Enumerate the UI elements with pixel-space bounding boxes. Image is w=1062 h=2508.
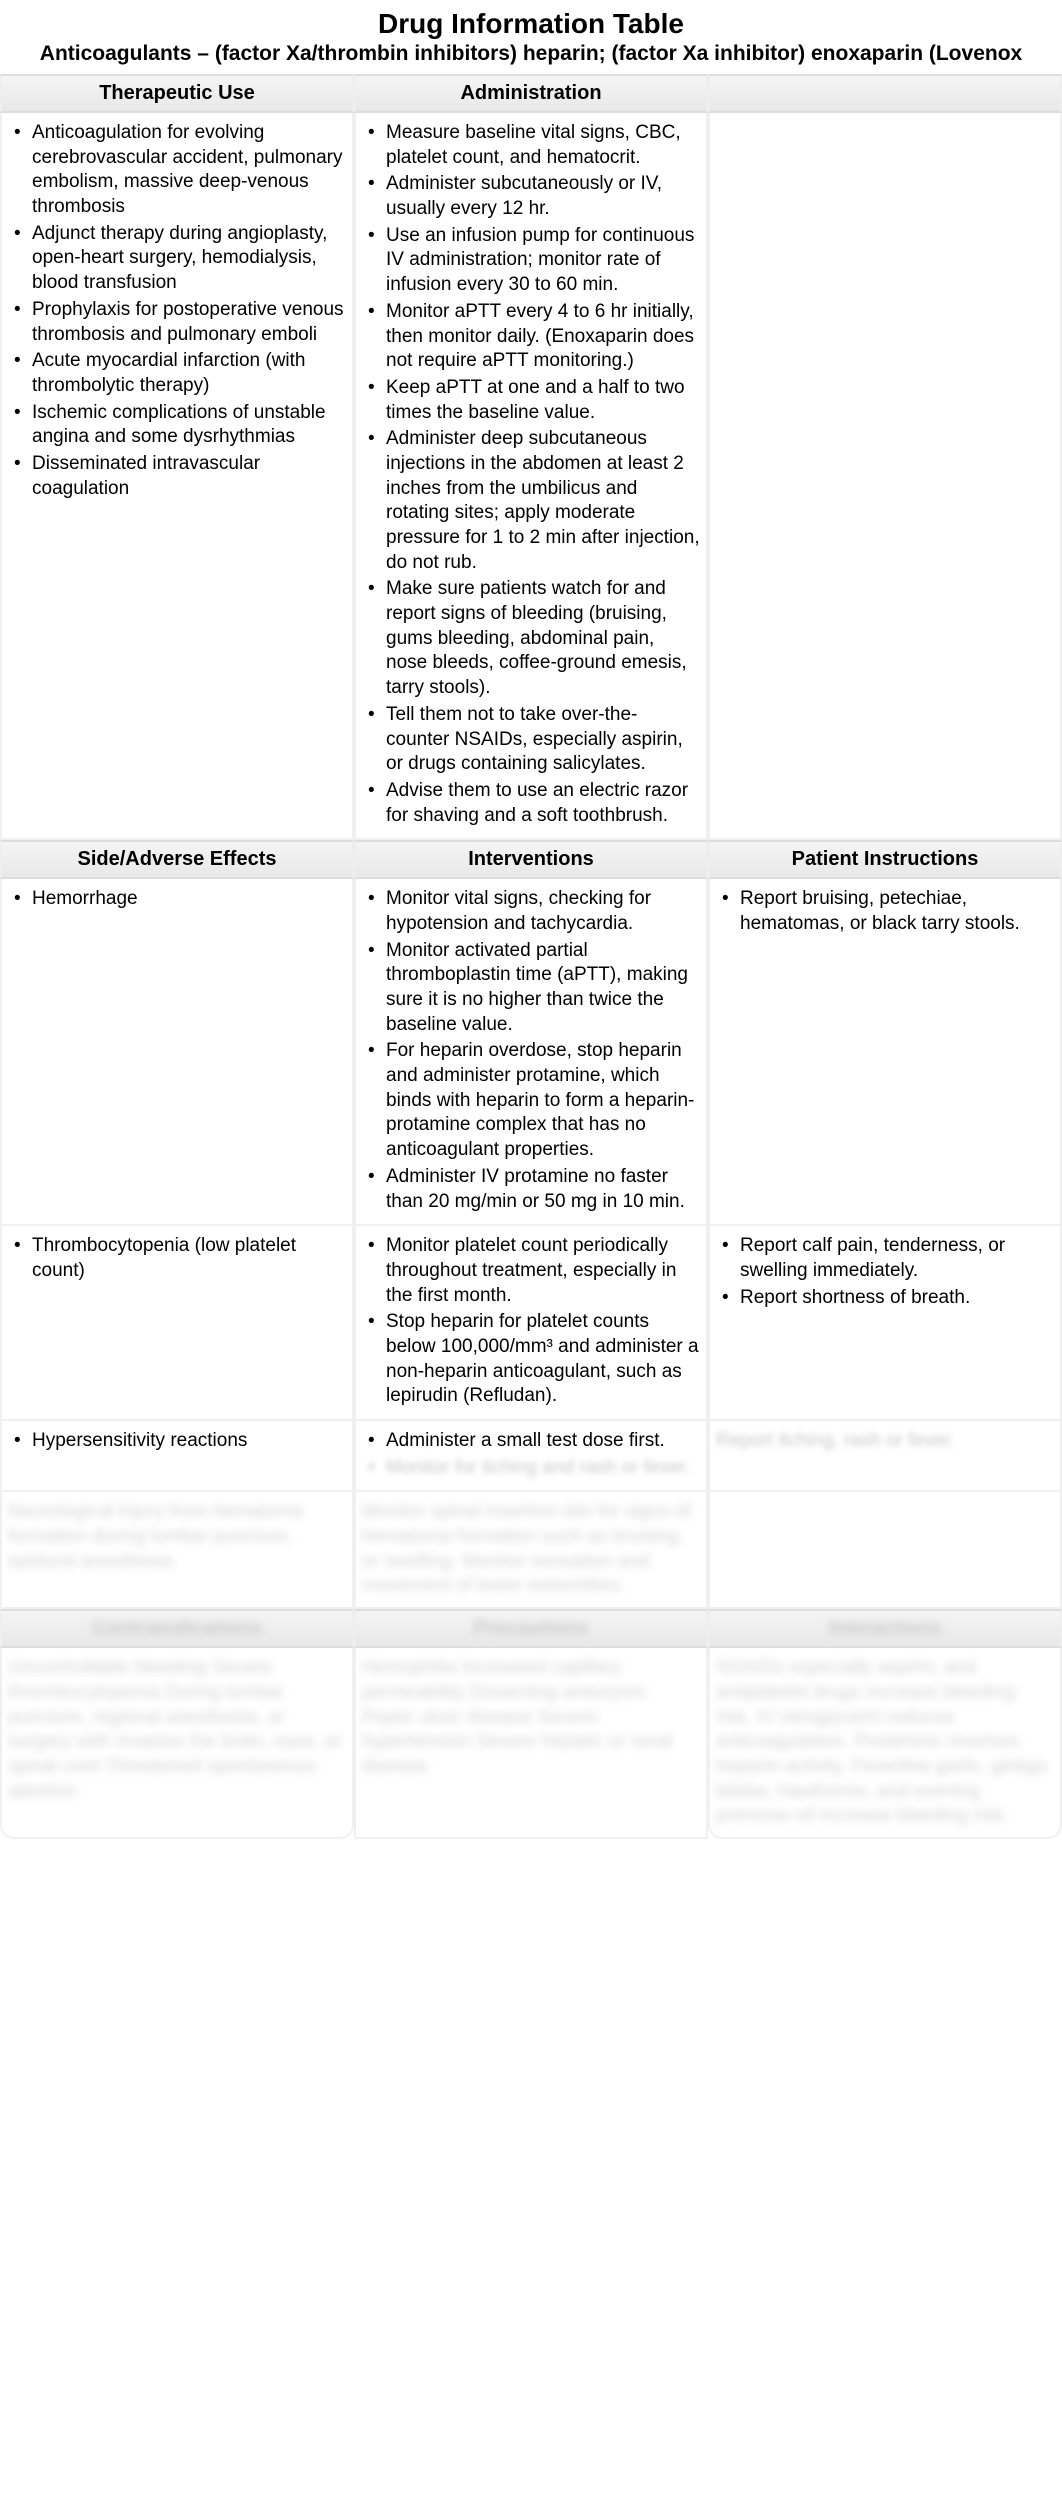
blurred-text: Uncontrollable bleeding Severe thrombocy…	[8, 1656, 346, 1804]
list-item: Administer subcutaneously or IV, usually…	[382, 172, 700, 221]
instructions-hemorrhage: Report bruising, petechiae, hematomas, o…	[708, 879, 1062, 1226]
header-side-effects: Side/Adverse Effects	[0, 840, 354, 879]
interventions-hemorrhage: Monitor vital signs, checking for hypote…	[354, 879, 708, 1226]
header-precautions-blurred: Precautions	[354, 1609, 708, 1648]
header-patient-instructions: Patient Instructions	[708, 840, 1062, 879]
blurred-text: Report itching, rash or fever.	[716, 1429, 1054, 1454]
side-effect-hypersensitivity: Hypersensitivity reactions	[0, 1421, 354, 1492]
list-item: Make sure patients watch for and report …	[382, 577, 700, 700]
list-item: Acute myocardial infarction (with thromb…	[28, 349, 346, 398]
blurred-text: Hemophilia Increased capillary permeabil…	[362, 1656, 700, 1779]
list-item: Use an infusion pump for continuous IV a…	[382, 224, 700, 298]
blurred-text: Neurological injury from hematoma format…	[8, 1500, 346, 1574]
blank-cell	[708, 113, 1062, 840]
list-item: Adjunct therapy during angioplasty, open…	[28, 222, 346, 296]
blurred-cell: Uncontrollable bleeding Severe thrombocy…	[0, 1648, 354, 1839]
list-item: Keep aPTT at one and a half to two times…	[382, 376, 700, 425]
list-item: Administer a small test dose first.	[382, 1429, 700, 1454]
list-item: Report calf pain, tenderness, or swellin…	[736, 1234, 1054, 1283]
administration-list: Measure baseline vital signs, CBC, plate…	[362, 121, 700, 828]
section2-row1: Hemorrhage Monitor vital signs, checking…	[0, 879, 1062, 1226]
list-item: Hemorrhage	[28, 887, 346, 912]
list-item: Disseminated intravascular coagulation	[28, 452, 346, 501]
list-item: Measure baseline vital signs, CBC, plate…	[382, 121, 700, 170]
drug-info-table: Therapeutic Use Administration Anticoagu…	[0, 74, 1062, 1839]
administration-cell: Measure baseline vital signs, CBC, plate…	[354, 113, 708, 840]
instructions-hypersensitivity: Report itching, rash or fever.	[708, 1421, 1062, 1492]
header-interactions-blurred: Interactions	[708, 1609, 1062, 1648]
blurred-cell: Monitor spinal insertion site for signs …	[354, 1492, 708, 1609]
section2-row3: Hypersensitivity reactions Administer a …	[0, 1421, 1062, 1492]
section3-header-row-blurred: Contraindications Precautions Interactio…	[0, 1609, 1062, 1648]
list-item: Monitor platelet count periodically thro…	[382, 1234, 700, 1308]
therapeutic-use-list: Anticoagulation for evolving cerebrovasc…	[8, 121, 346, 501]
instructions-thrombocytopenia: Report calf pain, tenderness, or swellin…	[708, 1226, 1062, 1421]
interventions-hypersensitivity: Administer a small test dose first. Moni…	[354, 1421, 708, 1492]
list-item: Report shortness of breath.	[736, 1286, 1054, 1311]
blurred-text: NSAIDs especially aspirin, and antiplate…	[716, 1656, 1054, 1829]
section2-row2: Thrombocytopenia (low platelet count) Mo…	[0, 1226, 1062, 1421]
side-effect-thrombocytopenia: Thrombocytopenia (low platelet count)	[0, 1226, 354, 1421]
drug-info-page: Drug Information Table Anticoagulants – …	[0, 0, 1062, 1839]
header-therapeutic-use: Therapeutic Use	[0, 74, 354, 113]
blurred-cell: Hemophilia Increased capillary permeabil…	[354, 1648, 708, 1839]
header-administration: Administration	[354, 74, 708, 113]
blurred-cell: NSAIDs especially aspirin, and antiplate…	[708, 1648, 1062, 1839]
header-interventions: Interventions	[354, 840, 708, 879]
list-item: Advise them to use an electric razor for…	[382, 779, 700, 828]
header-blank	[708, 74, 1062, 113]
blurred-cell	[708, 1492, 1062, 1609]
page-subtitle: Anticoagulants – (factor Xa/thrombin inh…	[0, 42, 1062, 74]
blurred-text: Monitor spinal insertion site for signs …	[362, 1500, 700, 1599]
list-item: Ischemic complications of unstable angin…	[28, 401, 346, 450]
header-contraindications-blurred: Contraindications	[0, 1609, 354, 1648]
page-title: Drug Information Table	[0, 0, 1062, 42]
interventions-thrombocytopenia: Monitor platelet count periodically thro…	[354, 1226, 708, 1421]
list-item: Thrombocytopenia (low platelet count)	[28, 1234, 346, 1283]
list-item: Administer IV protamine no faster than 2…	[382, 1165, 700, 1214]
list-item: Prophylaxis for postoperative venous thr…	[28, 298, 346, 347]
list-item: For heparin overdose, stop heparin and a…	[382, 1039, 700, 1162]
list-item: Anticoagulation for evolving cerebrovasc…	[28, 121, 346, 220]
section1-header-row: Therapeutic Use Administration	[0, 74, 1062, 113]
list-item: Monitor activated partial thromboplastin…	[382, 939, 700, 1038]
section3-content-blurred: Uncontrollable bleeding Severe thrombocy…	[0, 1648, 1062, 1839]
list-item: Tell them not to take over-the-counter N…	[382, 703, 700, 777]
list-item: Monitor vital signs, checking for hypote…	[382, 887, 700, 936]
list-item: Stop heparin for platelet counts below 1…	[382, 1310, 700, 1409]
section2-header-row: Side/Adverse Effects Interventions Patie…	[0, 840, 1062, 879]
list-item: Report bruising, petechiae, hematomas, o…	[736, 887, 1054, 936]
list-item: Monitor aPTT every 4 to 6 hr initially, …	[382, 300, 700, 374]
list-item-blurred: Monitor for itching and rash or fever.	[382, 1456, 700, 1481]
side-effect-hemorrhage: Hemorrhage	[0, 879, 354, 1226]
section2-row4-blurred: Neurological injury from hematoma format…	[0, 1492, 1062, 1609]
list-item: Hypersensitivity reactions	[28, 1429, 346, 1454]
blurred-cell: Neurological injury from hematoma format…	[0, 1492, 354, 1609]
therapeutic-use-cell: Anticoagulation for evolving cerebrovasc…	[0, 113, 354, 840]
section1-content-row: Anticoagulation for evolving cerebrovasc…	[0, 113, 1062, 840]
list-item: Administer deep subcutaneous injections …	[382, 427, 700, 575]
